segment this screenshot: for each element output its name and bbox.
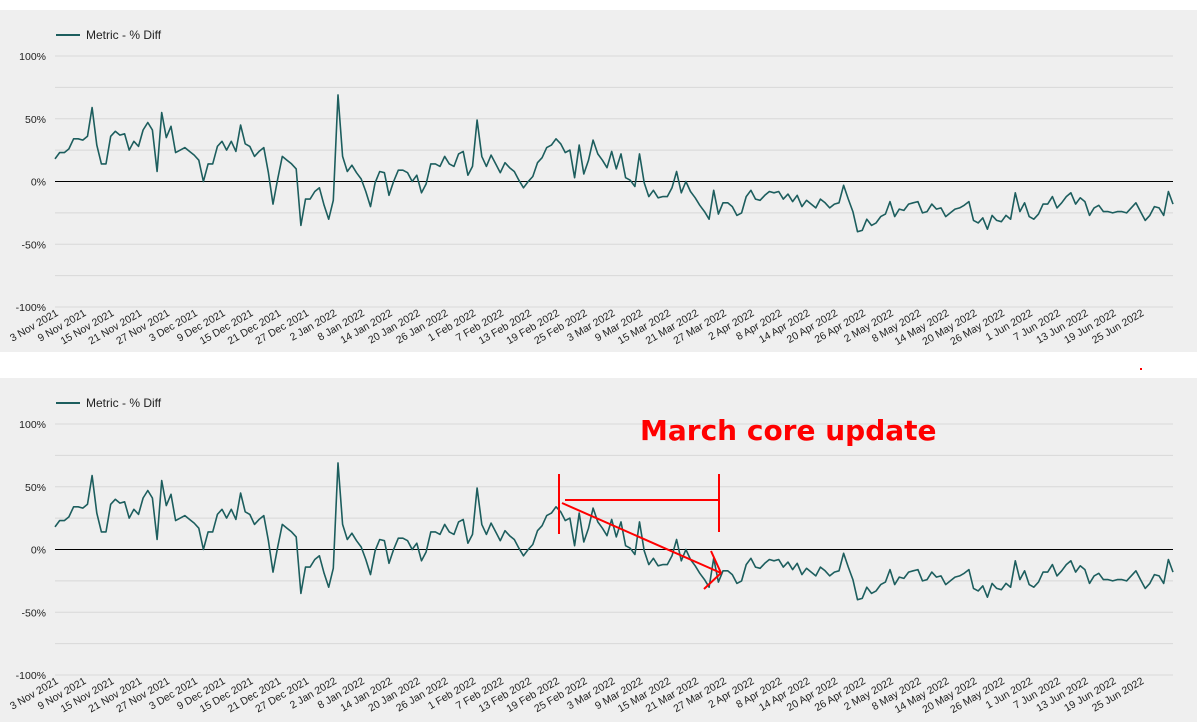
annotation-arrow-shaft (561, 502, 722, 574)
annotation-arrowhead-upper (710, 550, 722, 574)
top-legend-label: Metric - % Diff (86, 28, 162, 42)
bottom-y-tick-label: 50% (25, 482, 46, 494)
bottom-series-line (54, 462, 1174, 601)
top-y-tick-label: 0% (31, 177, 46, 189)
top-y-tick-label: -100% (16, 302, 46, 314)
bottom-legend-label: Metric - % Diff (86, 396, 162, 410)
annotation-title: March core update (640, 414, 937, 447)
annotation-arrowhead-lower (703, 572, 722, 590)
stray-red-mark (1140, 368, 1142, 370)
bottom-y-tick-label: 100% (19, 419, 46, 431)
top-y-tick-label: 100% (19, 51, 46, 63)
top-y-tick-label: -50% (21, 239, 46, 251)
chart-panel-top: 100% 50% 0% -50% -100% 3 Nov 2021 9 Nov 2021 15… (0, 10, 1197, 352)
top-y-tick-label: 50% (25, 114, 46, 126)
top-series-line (54, 94, 1174, 233)
bottom-y-tick-label: 0% (31, 545, 46, 557)
chart-panel-bottom: 100% 50% 0% -50% -100% 3 Nov 2021 9 Nov 2021 15… (0, 378, 1197, 722)
bottom-y-tick-label: -100% (16, 670, 46, 682)
bottom-y-tick-label: -50% (21, 607, 46, 619)
